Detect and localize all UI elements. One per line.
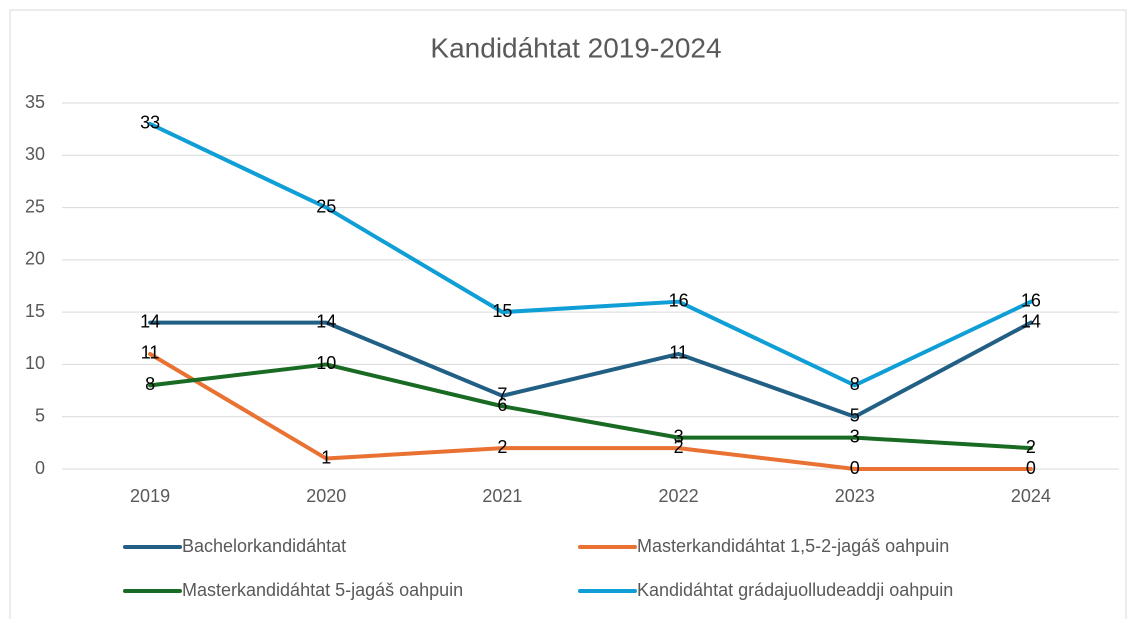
y-tick-label: 15 xyxy=(25,301,45,321)
data-label: 10 xyxy=(316,353,336,373)
data-label: 14 xyxy=(316,311,336,331)
y-tick-label: 30 xyxy=(25,144,45,164)
x-tick-label: 2023 xyxy=(835,486,875,506)
y-tick-label: 10 xyxy=(25,353,45,373)
data-label: 16 xyxy=(669,290,689,310)
series-line xyxy=(148,362,1033,451)
data-label: 2 xyxy=(497,437,507,457)
data-label: 7 xyxy=(497,385,507,405)
chart-border xyxy=(9,9,1127,624)
data-label: 16 xyxy=(1021,290,1041,310)
series-line xyxy=(148,320,1033,419)
data-label: 8 xyxy=(850,374,860,394)
data-label: 3 xyxy=(850,426,860,446)
data-label: 6 xyxy=(497,395,507,415)
y-tick-label: 0 xyxy=(35,458,45,478)
data-label: 0 xyxy=(850,458,860,478)
data-label: 2 xyxy=(1026,437,1036,457)
data-label: 1 xyxy=(321,447,331,467)
data-label: 25 xyxy=(316,196,336,216)
x-tick-label: 2019 xyxy=(130,486,170,506)
data-label: 0 xyxy=(1026,458,1036,478)
data-label: 3 xyxy=(674,426,684,446)
series-line xyxy=(148,351,1033,471)
data-label: 2 xyxy=(674,437,684,457)
series-line xyxy=(148,121,1033,388)
data-label: 11 xyxy=(669,343,688,363)
chart-title: Kandidáhtat 2019-2024 xyxy=(430,32,721,63)
data-label: 11 xyxy=(141,343,160,363)
y-tick-label: 25 xyxy=(25,196,45,216)
data-label: 8 xyxy=(145,374,155,394)
legend-label: Kandidáhtat grádajuolludeaddji oahpuin xyxy=(637,580,953,600)
x-tick-label: 2021 xyxy=(482,486,522,506)
data-label: 15 xyxy=(492,301,512,321)
x-tick-label: 2024 xyxy=(1011,486,1051,506)
y-tick-label: 35 xyxy=(25,92,45,112)
data-label: 33 xyxy=(140,113,160,133)
legend-label: Masterkandidáhtat 1,5-2-jagáš oahpuin xyxy=(637,536,949,556)
legend-label: Bachelorkandidáhtat xyxy=(182,536,346,556)
x-tick-label: 2020 xyxy=(306,486,346,506)
data-label: 14 xyxy=(140,311,160,331)
y-tick-label: 20 xyxy=(25,249,45,269)
data-label: 14 xyxy=(1021,311,1041,331)
data-label: 5 xyxy=(850,405,860,425)
legend-label: Masterkandidáhtat 5-jagáš oahpuin xyxy=(182,580,463,600)
y-tick-label: 5 xyxy=(35,405,45,425)
x-tick-label: 2022 xyxy=(659,486,699,506)
